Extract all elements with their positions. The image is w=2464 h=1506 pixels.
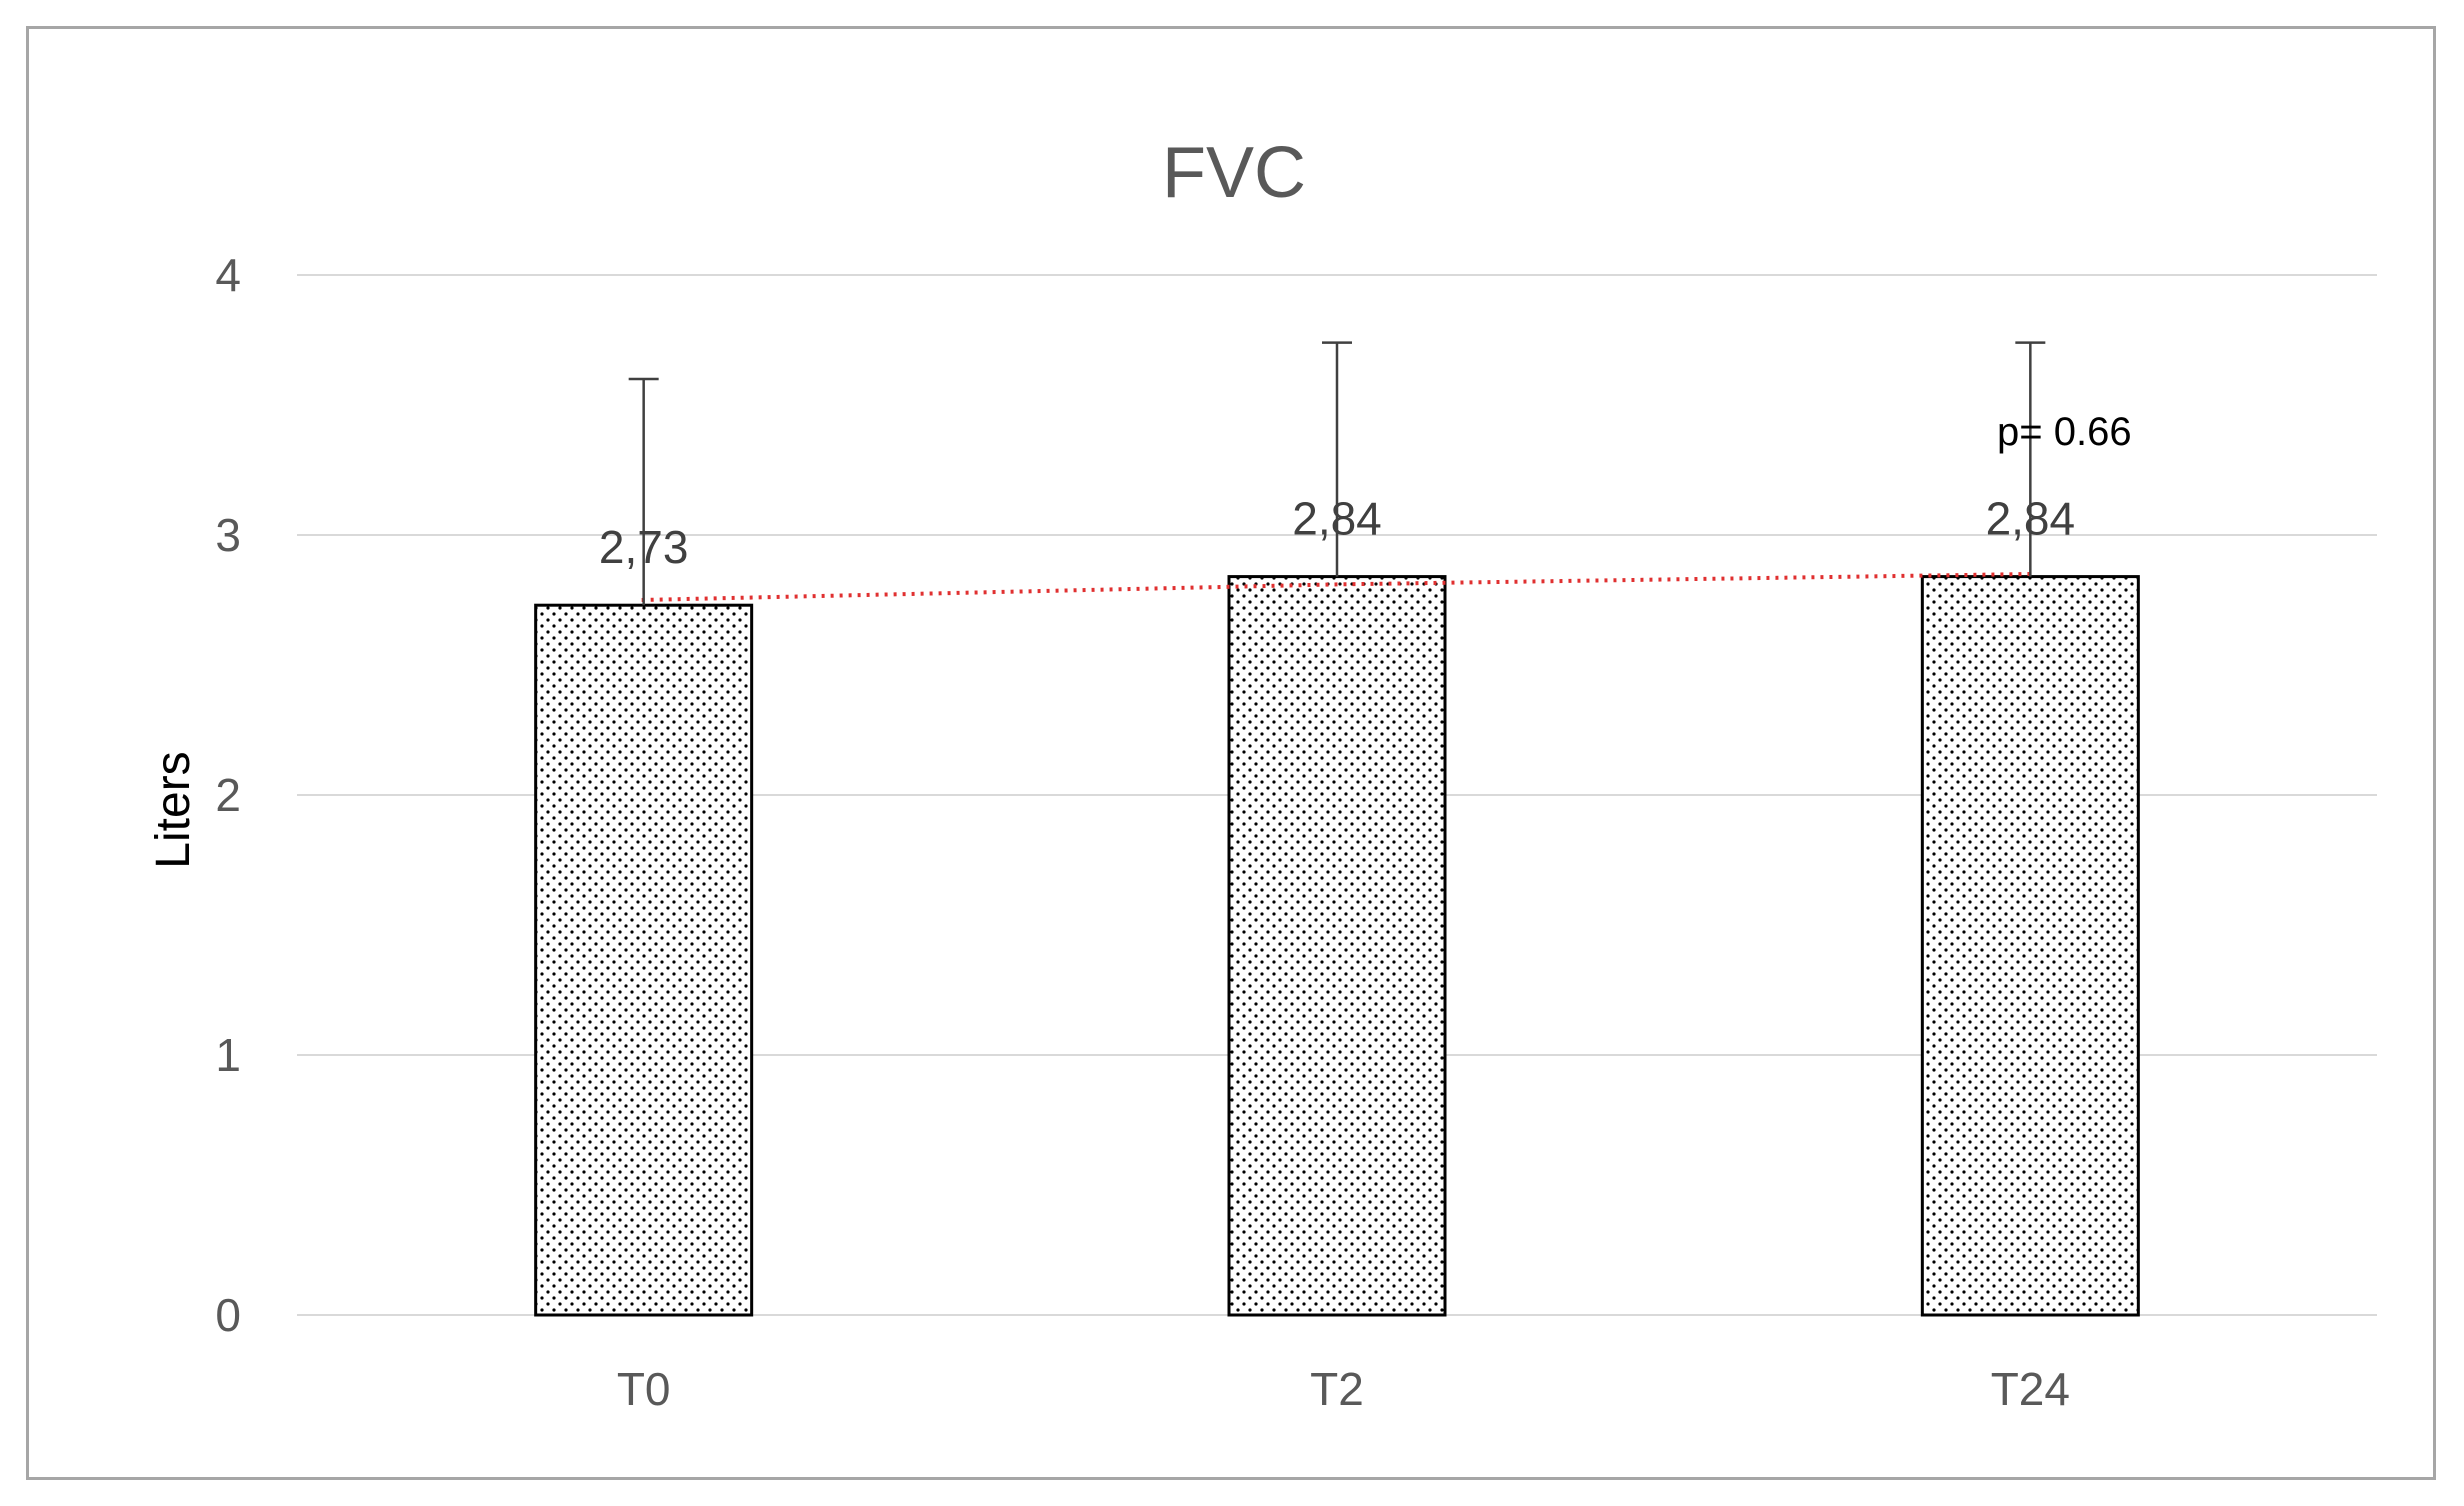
trendline-layer [641,572,2031,602]
data-label-T24: 2,84 [1986,493,2076,545]
p-value-annotation: p= 0.66 [1997,410,2132,454]
y-tick-label-0: 0 [215,1289,241,1341]
chart-frame: FVC Liters 0 1 2 3 4 2,73 2,84 2,84 T0 T2 T24 p=… [26,26,2436,1480]
y-tick-label-4: 4 [215,249,241,301]
data-labels: 2,73 2,84 2,84 [599,493,2075,574]
y-tick-labels: 0 1 2 3 4 [215,249,241,1341]
y-tick-label-1: 1 [215,1029,241,1081]
y-tick-label-2: 2 [215,769,241,821]
error-bar-T24 [2015,341,2046,577]
x-tick-label-T2: T2 [1310,1363,1364,1415]
x-tick-labels: T0 T2 T24 [617,1363,2070,1415]
bars [534,575,2140,1317]
annotations: p= 0.66 [1997,410,2132,454]
y-tick-label-3: 3 [215,509,241,561]
data-label-T0: 2,73 [599,521,689,573]
error-bars [628,341,2046,606]
error-bar-T2 [1322,341,1352,577]
bar-T2 [1227,575,1447,1317]
trendline [641,572,2031,602]
x-tick-label-T0: T0 [617,1363,671,1415]
x-tick-label-T24: T24 [1991,1363,2070,1415]
data-label-T2: 2,84 [1292,493,1382,545]
bar-T24 [1920,575,2140,1317]
chart-title: FVC [1162,133,1306,213]
chart-svg: FVC Liters 0 1 2 3 4 2,73 2,84 2,84 T0 T2 T24 p=… [147,133,2377,1415]
y-axis-label: Liters [147,751,200,868]
bar-T0 [534,603,754,1317]
error-bar-T0 [628,377,659,606]
